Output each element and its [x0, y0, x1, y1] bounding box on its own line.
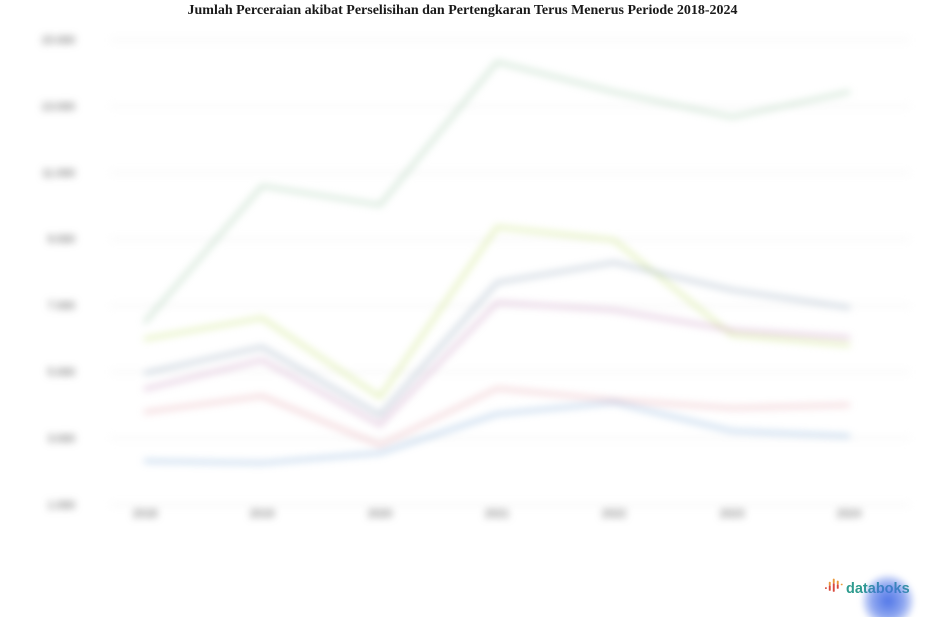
svg-text:11.000: 11.000	[42, 167, 75, 179]
svg-text:15.000: 15.000	[41, 35, 75, 47]
svg-text:2018: 2018	[133, 508, 157, 520]
svg-text:13.000: 13.000	[41, 101, 75, 113]
svg-text:7.000: 7.000	[47, 300, 75, 312]
svg-text:2020: 2020	[368, 508, 392, 520]
svg-text:2023: 2023	[720, 508, 744, 520]
svg-text:2019: 2019	[250, 508, 274, 520]
svg-text:2024: 2024	[837, 508, 861, 520]
svg-text:1.000: 1.000	[47, 499, 75, 511]
svg-text:2021: 2021	[485, 508, 509, 520]
svg-text:3.000: 3.000	[47, 433, 75, 445]
svg-text:5.000: 5.000	[47, 367, 75, 379]
svg-text:2022: 2022	[602, 508, 626, 520]
svg-text:9.000: 9.000	[47, 234, 75, 246]
